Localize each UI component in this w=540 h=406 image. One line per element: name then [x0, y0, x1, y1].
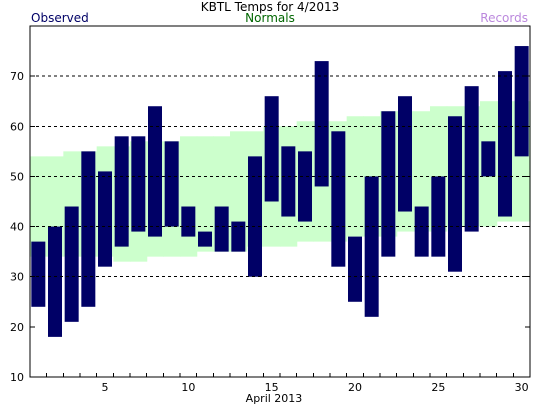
observed-bar-day-6 — [114, 136, 129, 247]
observed-bar-day-26 — [448, 116, 462, 272]
x-tick-label-20: 20 — [348, 381, 362, 394]
observed-bar-day-17 — [298, 151, 312, 222]
observed-bar-day-18 — [314, 61, 329, 187]
normal-range-day-1 — [30, 156, 48, 257]
observed-bar-day-19 — [331, 131, 346, 267]
x-tick-label-5: 5 — [102, 381, 109, 394]
observed-bar-day-20 — [348, 236, 362, 302]
legend-observed: Observed — [31, 11, 89, 25]
observed-bar-day-13 — [231, 221, 246, 252]
observed-bar-day-28 — [481, 141, 496, 177]
y-tick-label-30: 30 — [10, 271, 24, 284]
y-axis: 10 20 30 40 50 60 70 — [10, 70, 530, 384]
gridlines — [30, 75, 530, 278]
observed-bar-day-10 — [181, 206, 196, 237]
observed-bar-day-29 — [498, 71, 512, 217]
observed-bar-day-7 — [131, 136, 146, 232]
observed-bar-day-23 — [398, 96, 412, 212]
observed-bar-day-16 — [281, 146, 296, 217]
x-axis: 5 10 15 20 25 30 April 2013 — [46, 373, 529, 405]
normal-range-day-24 — [413, 111, 431, 232]
y-tick-label-50: 50 — [10, 170, 24, 183]
normal-range-day-11 — [196, 136, 214, 252]
observed-bars — [31, 46, 529, 337]
observed-bar-day-21 — [364, 176, 379, 317]
observed-bar-day-1 — [31, 241, 46, 307]
observed-bar-day-22 — [381, 111, 396, 257]
x-tick-label-30: 30 — [515, 381, 529, 394]
observed-bar-day-12 — [214, 206, 229, 252]
normal-range-day-10 — [180, 136, 198, 257]
x-tick-label-15: 15 — [265, 381, 279, 394]
y-tick-label-70: 70 — [10, 70, 24, 83]
observed-bar-day-24 — [414, 206, 429, 257]
observed-bar-day-15 — [264, 96, 279, 202]
x-axis-label: April 2013 — [246, 392, 303, 405]
observed-bar-day-9 — [164, 141, 179, 227]
normal-range-day-13 — [230, 131, 248, 252]
chart-title: KBTL Temps for 4/2013 — [200, 0, 340, 14]
x-tick-label-10: 10 — [181, 381, 195, 394]
observed-bar-day-14 — [248, 156, 262, 277]
observed-bar-day-30 — [514, 46, 529, 157]
observed-bar-day-8 — [148, 106, 162, 237]
y-tick-label-40: 40 — [10, 221, 24, 234]
y-tick-label-10: 10 — [10, 371, 24, 384]
observed-bar-day-11 — [198, 231, 212, 247]
observed-bar-day-25 — [431, 176, 446, 257]
observed-bar-day-4 — [81, 151, 96, 307]
observed-bar-day-3 — [64, 206, 79, 322]
y-tick-label-20: 20 — [10, 321, 24, 334]
x-tick-label-25: 25 — [431, 381, 445, 394]
observed-bar-day-2 — [48, 226, 62, 337]
observed-bar-day-5 — [98, 171, 112, 267]
legend-records: Records — [480, 11, 528, 25]
observed-bar-day-27 — [464, 86, 479, 232]
y-tick-label-60: 60 — [10, 120, 24, 133]
legend-normals: Normals — [245, 11, 295, 25]
